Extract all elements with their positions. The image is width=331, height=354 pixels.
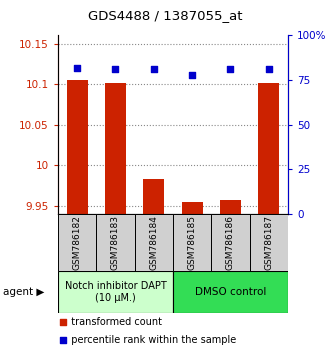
Bar — [250, 214, 288, 271]
Bar — [182, 202, 203, 214]
Bar — [58, 271, 173, 313]
Point — [151, 67, 157, 72]
Bar — [58, 214, 96, 271]
Text: GSM786185: GSM786185 — [188, 215, 197, 270]
Point — [74, 65, 80, 70]
Text: percentile rank within the sample: percentile rank within the sample — [65, 335, 236, 345]
Text: agent ▶: agent ▶ — [3, 287, 45, 297]
Text: transformed count: transformed count — [65, 317, 162, 327]
Point — [228, 67, 233, 72]
Text: GSM786186: GSM786186 — [226, 215, 235, 270]
Bar — [173, 214, 211, 271]
Text: GSM786182: GSM786182 — [72, 215, 82, 270]
Bar — [173, 271, 288, 313]
Text: GSM786184: GSM786184 — [149, 215, 158, 270]
Point — [189, 72, 195, 78]
Bar — [258, 82, 279, 214]
Text: GSM786187: GSM786187 — [264, 215, 273, 270]
Text: DMSO control: DMSO control — [195, 287, 266, 297]
Point — [266, 67, 271, 72]
Text: GSM786183: GSM786183 — [111, 215, 120, 270]
Bar — [96, 214, 135, 271]
Bar — [220, 200, 241, 214]
Bar — [105, 82, 126, 214]
Bar — [211, 214, 250, 271]
Bar — [143, 179, 164, 214]
Bar — [67, 80, 88, 214]
Text: Notch inhibitor DAPT
(10 μM.): Notch inhibitor DAPT (10 μM.) — [65, 281, 166, 303]
Text: GDS4488 / 1387055_at: GDS4488 / 1387055_at — [88, 9, 243, 22]
Bar — [135, 214, 173, 271]
Point — [113, 67, 118, 72]
